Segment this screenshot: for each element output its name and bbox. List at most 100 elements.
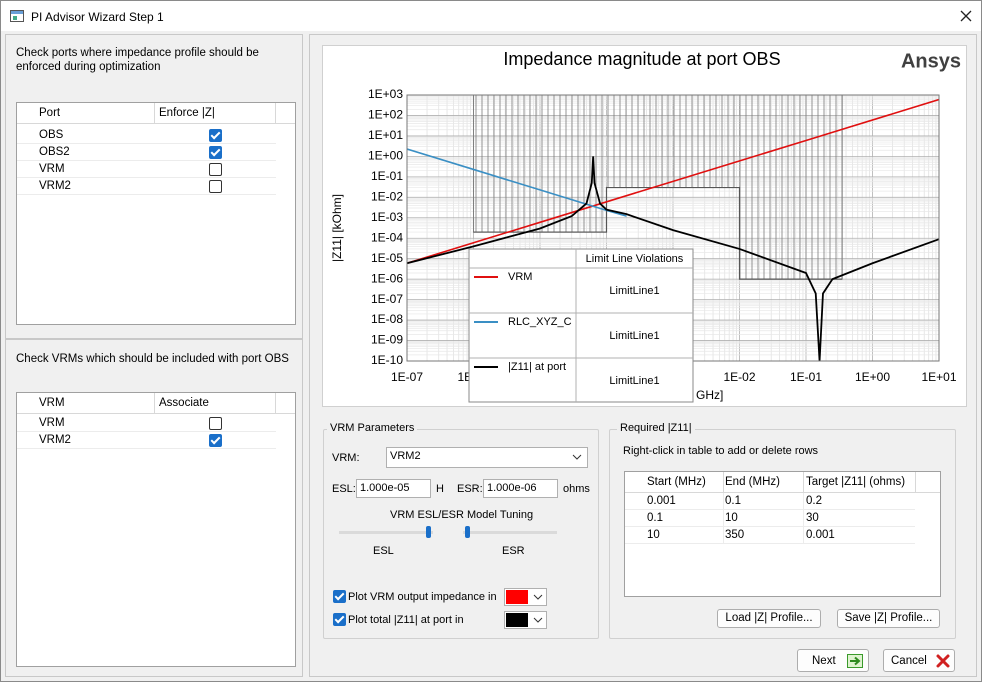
x-tick-label: 1E-07 [391, 370, 423, 384]
y-axis-label: |Z11| [kOhm] [330, 194, 344, 262]
load-profile-button[interactable]: Load |Z| Profile... [717, 609, 821, 628]
row-line [17, 160, 276, 161]
row-line [17, 448, 276, 449]
y-tick-label: 1E-02 [371, 189, 403, 203]
column-divider [803, 493, 804, 510]
table-cell: 0.001 [647, 495, 676, 507]
table-cell: 0.1 [725, 495, 741, 507]
esr-input[interactable]: 1.000e-06 [483, 479, 558, 498]
y-tick-label: 1E-09 [371, 333, 403, 347]
column-divider [723, 493, 724, 510]
column-divider [275, 393, 276, 413]
esr-slider-thumb[interactable] [465, 526, 470, 538]
color-button[interactable] [504, 588, 547, 606]
ports-instruction: Check ports where impedance profile shou… [16, 47, 259, 73]
checkbox[interactable] [209, 434, 222, 447]
cancel-button[interactable]: Cancel [883, 649, 955, 672]
column-divider [915, 472, 916, 492]
checkbox[interactable] [209, 129, 222, 142]
x-tick-label: 1E+00 [855, 370, 890, 384]
y-tick-label: 1E+02 [368, 108, 403, 122]
legend-label: VRM [508, 271, 532, 283]
vrm-table: VRM Associate VRM VRM2 [16, 392, 296, 667]
esl-unit: H [436, 483, 444, 495]
dropdown-arrow [533, 617, 543, 623]
y-tick-label: 1E-04 [371, 230, 403, 244]
vrm-panel [5, 339, 303, 677]
y-tick-label: 1E-10 [371, 353, 403, 367]
dropdown-arrow [533, 594, 543, 600]
y-tick-label: 1E+00 [368, 149, 403, 163]
column-header: Start (MHz) [647, 476, 706, 488]
checkbox[interactable] [209, 417, 222, 430]
legend-header: Limit Line Violations [586, 253, 684, 265]
table-cell: 0.001 [806, 529, 835, 541]
series-line [407, 156, 939, 362]
table-header: Start (MHz) End (MHz) Target |Z11| (ohms) [625, 472, 940, 493]
series-line [407, 98, 939, 264]
esl-input[interactable]: 1.000e-05 [356, 479, 431, 498]
x-axis-label: GHz] [696, 388, 723, 402]
cancel-label: Cancel [891, 655, 927, 667]
y-tick-label: 1E-01 [371, 169, 403, 183]
column-header: Port [39, 107, 61, 119]
checkbox[interactable] [209, 180, 222, 193]
column-header: End (MHz) [725, 476, 780, 488]
column-header: Enforce |Z| [159, 107, 215, 119]
y-tick-label: 1E+03 [368, 87, 403, 101]
plot-total-label: Plot total |Z11| at port in [348, 614, 464, 626]
row-label: VRM2 [39, 180, 71, 192]
row-label: OBS [39, 129, 64, 141]
row-line [17, 431, 276, 432]
next-button[interactable]: Next [797, 649, 869, 672]
series-line [407, 148, 627, 217]
checkbox[interactable] [209, 163, 222, 176]
next-icon [847, 654, 863, 668]
checkbox[interactable] [209, 146, 222, 159]
checkbox[interactable] [333, 590, 346, 603]
esl-slider-label: ESL [373, 545, 394, 557]
row-line [17, 177, 276, 178]
column-divider [803, 510, 804, 527]
close-button[interactable] [959, 9, 973, 23]
column-divider [723, 510, 724, 527]
brand: Ansys [901, 50, 961, 72]
esl-slider-thumb[interactable] [426, 526, 431, 538]
color-swatch [506, 590, 528, 604]
vrm-label: VRM: [332, 452, 360, 464]
row-label: VRM [39, 163, 65, 175]
y-tick-label: 1E-07 [371, 292, 403, 306]
esr-unit: ohms [563, 483, 590, 495]
required-z11-group [609, 429, 956, 639]
checkbox[interactable] [333, 613, 346, 626]
row-label: VRM [39, 417, 65, 429]
x-tick-label: 1E-02 [723, 370, 755, 384]
legend-violation: LimitLine1 [609, 285, 659, 297]
tuning-label: VRM ESL/ESR Model Tuning [390, 509, 534, 521]
column-header: Associate [159, 397, 209, 409]
column-divider [803, 472, 804, 492]
vrm-select[interactable]: VRM2 [386, 447, 588, 468]
slider-track [463, 531, 557, 534]
legend-box [468, 248, 694, 403]
vrm-select-value: VRM2 [390, 450, 421, 462]
y-tick-label: 1E-03 [371, 210, 403, 224]
right-panel [309, 34, 977, 677]
column-divider [723, 472, 724, 492]
required-table: Start (MHz) End (MHz) Target |Z11| (ohms) 0… [624, 471, 941, 597]
dropdown-arrow [572, 454, 582, 460]
window-title: PI Advisor Wizard Step 1 [31, 10, 164, 24]
esr-slider-label: ESR [502, 545, 525, 557]
column-header: VRM [39, 397, 65, 409]
color-swatch [506, 613, 528, 627]
cancel-icon [936, 654, 950, 668]
save-profile-button[interactable]: Save |Z| Profile... [837, 609, 940, 628]
column-divider [154, 393, 155, 413]
plot-vrm-label: Plot VRM output impedance in [348, 591, 497, 603]
column-divider [154, 103, 155, 123]
table-cell: 30 [806, 512, 819, 524]
next-label: Next [812, 655, 836, 667]
color-button[interactable] [504, 611, 547, 629]
row-label: OBS2 [39, 146, 70, 158]
